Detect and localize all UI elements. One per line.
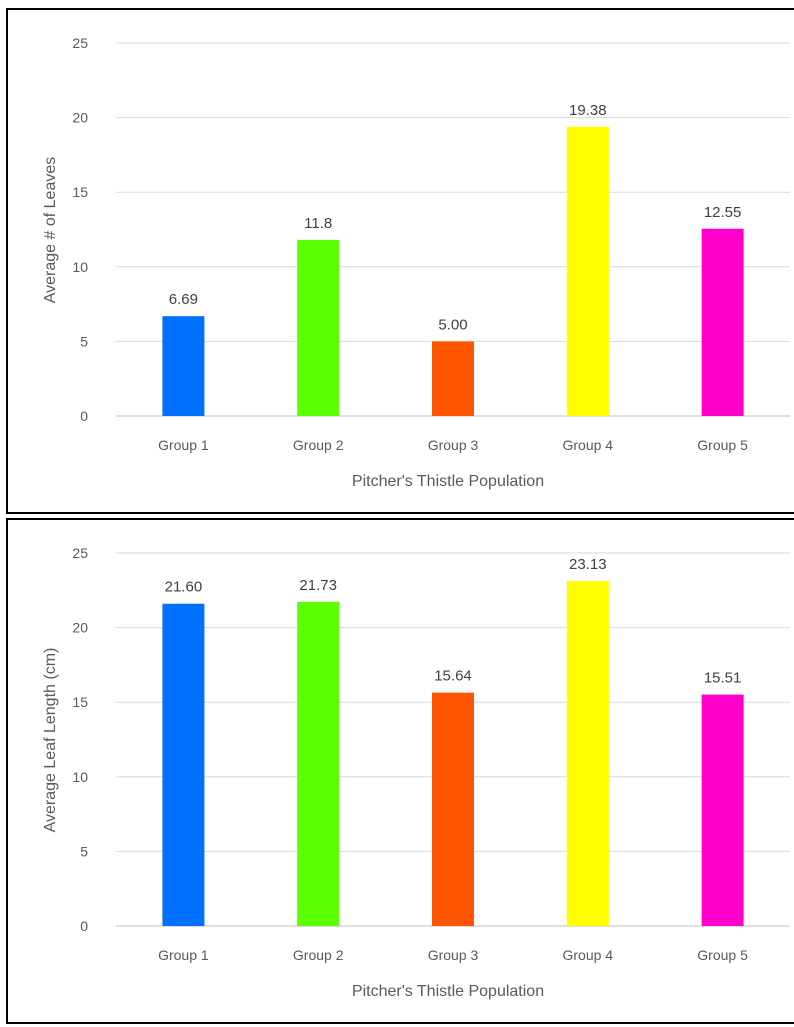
bar: [432, 341, 474, 416]
data-label: 21.73: [299, 577, 337, 594]
bar: [297, 601, 340, 926]
data-label: 6.69: [169, 291, 198, 308]
y-axis-ticks: 0 5 10 15 20 25: [72, 35, 88, 424]
data-labels: 6.69 11.8 5.00 19.38 12.55: [169, 102, 742, 334]
y-axis-ticks: 0 5 10 15 20 25: [72, 545, 88, 934]
bar: [162, 603, 205, 926]
data-label: 11.8: [304, 215, 332, 232]
bar: [162, 316, 205, 416]
bar: [566, 580, 609, 926]
y-tick-label: 0: [80, 408, 88, 424]
data-label: 21.60: [165, 579, 203, 596]
data-label: 15.64: [434, 668, 472, 685]
bar: [566, 126, 609, 416]
x-category-label: Group 2: [293, 437, 344, 453]
y-tick-label: 10: [72, 769, 88, 785]
x-category-label: Group 1: [158, 437, 209, 453]
y-tick-label: 20: [72, 110, 88, 126]
data-labels: 21.60 21.73 15.64 23.13 15.51: [165, 556, 742, 687]
x-category-label: Group 2: [293, 947, 344, 963]
bar: [432, 692, 474, 926]
y-tick-label: 10: [72, 259, 88, 275]
y-tick-label: 5: [80, 843, 88, 859]
y-tick-label: 20: [72, 620, 88, 636]
y-tick-label: 0: [80, 918, 88, 934]
y-axis-title: Average Leaf Length (cm): [42, 648, 59, 833]
bar: [701, 694, 744, 926]
bars: [162, 580, 744, 926]
x-category-label: Group 5: [697, 947, 748, 963]
x-axis-categories: Group 1 Group 2 Group 3 Group 4 Group 5: [158, 437, 748, 453]
x-category-label: Group 3: [428, 437, 479, 453]
y-tick-label: 15: [72, 694, 88, 710]
leaves-count-chart: 0 5 10 15 20 25 6.69 11.8 5.00 19.38 12.55 Group …: [42, 35, 790, 490]
x-category-label: Group 3: [428, 947, 479, 963]
y-axis-title: Average # of Leaves: [42, 157, 59, 303]
gridlines: [116, 42, 790, 417]
data-label: 15.51: [704, 670, 742, 687]
bar: [701, 228, 744, 416]
leaf-length-chart-panel: 0 5 10 15 20 25 21.60 21.73 15.64 23.13 15.51 Gro…: [6, 518, 794, 1024]
leaf-length-chart: 0 5 10 15 20 25 21.60 21.73 15.64 23.13 15.51 Gro…: [42, 545, 790, 1000]
y-tick-label: 5: [80, 333, 88, 349]
data-label: 19.38: [569, 102, 607, 119]
data-label: 12.55: [704, 204, 742, 221]
x-category-label: Group 4: [563, 947, 614, 963]
leaves-count-chart-panel: 0 5 10 15 20 25 6.69 11.8 5.00 19.38 12.55 Group …: [6, 8, 794, 514]
y-tick-label: 15: [72, 184, 88, 200]
data-label: 23.13: [569, 556, 607, 573]
x-axis-title: Pitcher's Thistle Population: [352, 473, 544, 490]
x-category-label: Group 4: [563, 437, 614, 453]
x-axis-title: Pitcher's Thistle Population: [352, 983, 544, 1000]
x-category-label: Group 5: [697, 437, 748, 453]
x-axis-categories: Group 1 Group 2 Group 3 Group 4 Group 5: [158, 947, 748, 963]
bars: [162, 126, 744, 416]
data-label: 5.00: [438, 316, 467, 333]
x-category-label: Group 1: [158, 947, 209, 963]
bar: [297, 239, 340, 416]
y-tick-label: 25: [72, 35, 88, 51]
y-tick-label: 25: [72, 545, 88, 561]
